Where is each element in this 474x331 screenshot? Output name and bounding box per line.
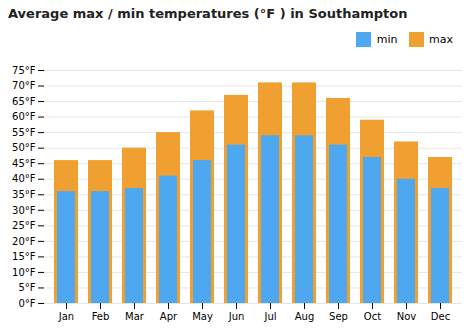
svg-text:Aug: Aug <box>295 310 315 321</box>
svg-text:60°F: 60°F <box>12 111 36 122</box>
svg-text:75°F: 75°F <box>12 64 36 75</box>
svg-text:Mar: Mar <box>125 310 145 321</box>
svg-text:Apr: Apr <box>160 310 178 321</box>
html-text:Average max / min temperatures: Average max / min temperatures (°F ) in … <box>8 6 408 21</box>
html-text:max: max <box>429 33 453 46</box>
svg-text:Jun: Jun <box>228 310 245 321</box>
svg-text:70°F: 70°F <box>12 80 36 91</box>
html-text:min: min <box>376 33 398 46</box>
svg-text:May: May <box>192 310 213 321</box>
svg-text:Dec: Dec <box>431 310 450 321</box>
svg-text:Jul: Jul <box>263 310 276 321</box>
svg-text:Sep: Sep <box>329 310 348 321</box>
svg-text:0°F: 0°F <box>18 297 35 308</box>
svg-text:Nov: Nov <box>397 310 417 321</box>
svg-text:Jan: Jan <box>58 310 74 321</box>
svg-text:35°F: 35°F <box>12 188 36 199</box>
svg-text:5°F: 5°F <box>18 282 35 293</box>
svg-text:Oct: Oct <box>364 310 381 321</box>
svg-text:Feb: Feb <box>92 310 110 321</box>
svg-text:20°F: 20°F <box>12 235 36 246</box>
svg-text:25°F: 25°F <box>12 220 36 231</box>
svg-text:50°F: 50°F <box>12 142 36 153</box>
svg-text:45°F: 45°F <box>12 157 36 168</box>
svg-text:65°F: 65°F <box>12 95 36 106</box>
svg-text:40°F: 40°F <box>12 173 36 184</box>
svg-text:10°F: 10°F <box>12 266 36 277</box>
svg-text:55°F: 55°F <box>12 126 36 137</box>
svg-text:15°F: 15°F <box>12 251 36 262</box>
svg-text:30°F: 30°F <box>12 204 36 215</box>
